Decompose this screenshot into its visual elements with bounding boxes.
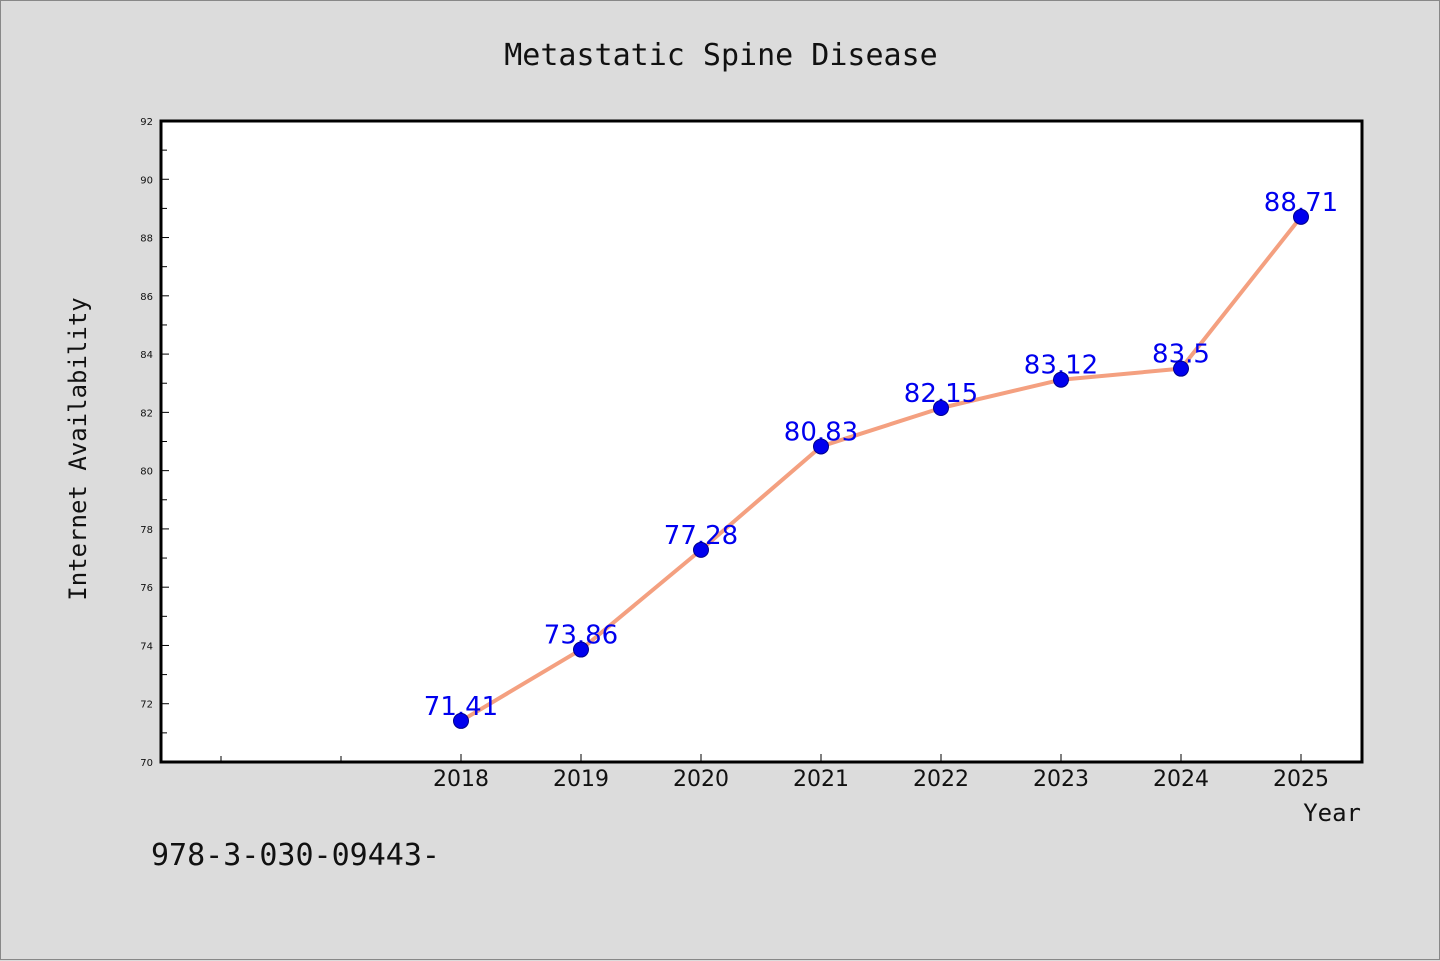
data-point [1053, 371, 1069, 388]
data-point [813, 438, 829, 455]
chart-title: Metastatic Spine Disease [504, 38, 937, 73]
y-tick-label: 72 [140, 700, 153, 711]
data-point [1173, 360, 1189, 377]
x-tick-label: 2024 [1153, 767, 1209, 792]
series-line [459, 215, 1303, 723]
y-axis: 70 72 74 76 78 80 82 84 86 88 90 92 [140, 117, 169, 769]
data-point [453, 712, 469, 729]
x-tick-label: 2023 [1033, 767, 1089, 792]
plot-area [159, 119, 1364, 764]
x-tick-label: 2022 [913, 767, 969, 792]
y-tick-label: 74 [140, 641, 153, 652]
y-axis-label: Internet Availability [64, 297, 92, 600]
y-tick-label: 78 [140, 525, 153, 536]
data-point [1293, 208, 1309, 225]
y-tick-label: 70 [140, 758, 153, 769]
y-tick-label: 82 [140, 408, 153, 419]
x-axis: 2018 2019 2020 2021 2022 2023 2024 2025 [220, 754, 1329, 792]
y-tick-label: 76 [140, 583, 153, 594]
x-tick-label: 2018 [433, 767, 489, 792]
y-tick-label: 90 [140, 175, 153, 186]
y-tick-label: 88 [140, 234, 153, 245]
data-point [573, 641, 589, 658]
data-point [693, 541, 709, 558]
footer-text: 978-3-030-09443- [151, 838, 440, 873]
data-point [933, 399, 949, 416]
x-tick-label: 2021 [793, 767, 849, 792]
x-tick-label: 2020 [673, 767, 729, 792]
y-tick-label: 92 [140, 117, 153, 128]
y-tick-label: 84 [140, 350, 153, 361]
x-axis-label: Year [1303, 799, 1361, 827]
x-tick-label: 2019 [553, 767, 609, 792]
y-tick-label: 86 [140, 292, 153, 303]
y-tick-label: 80 [140, 467, 153, 478]
x-tick-label: 2025 [1273, 767, 1329, 792]
